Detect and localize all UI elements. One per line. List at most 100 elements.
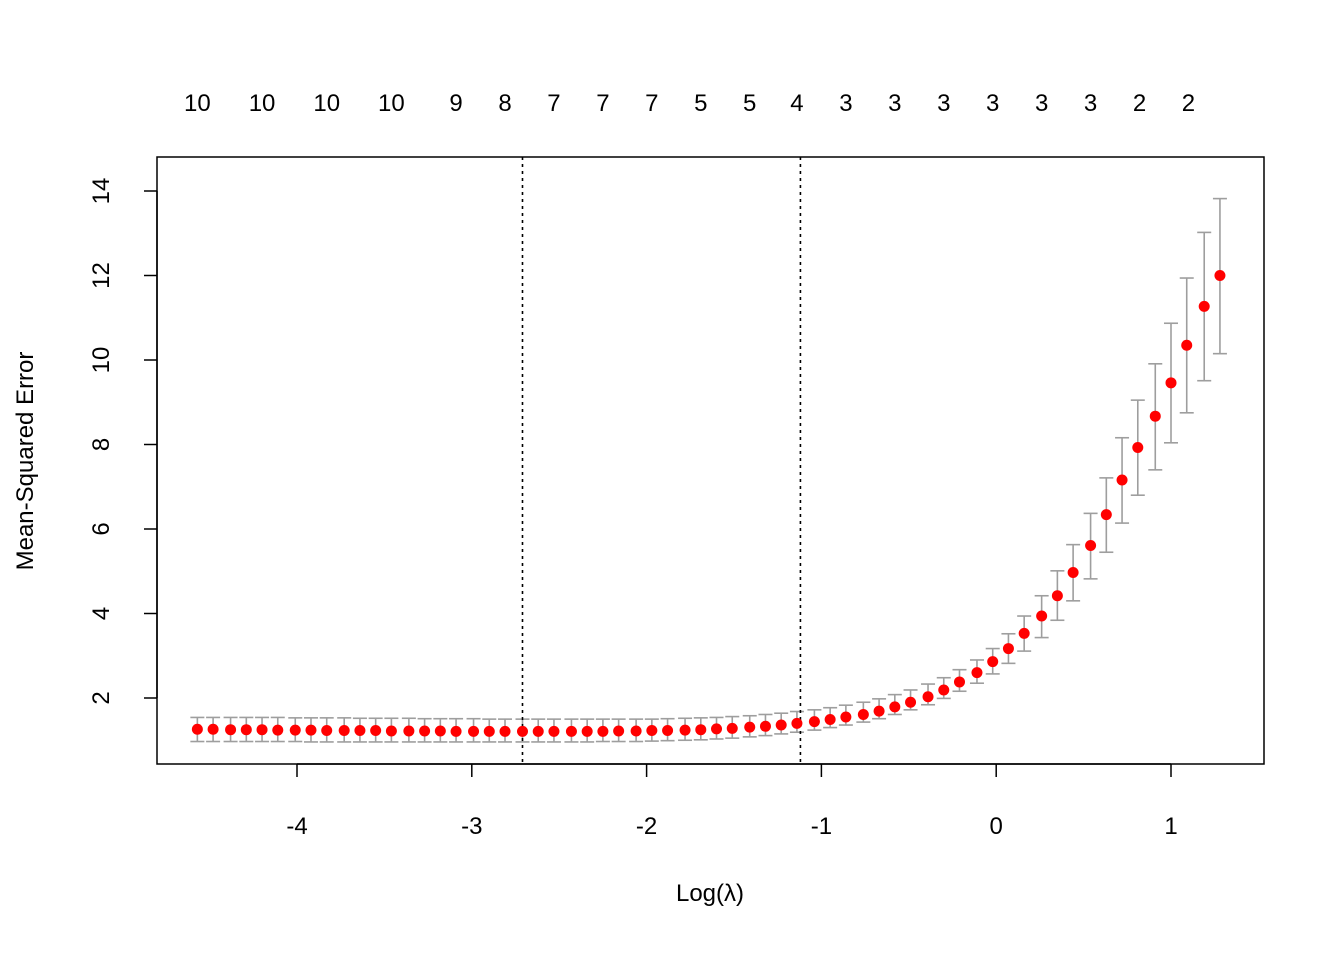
data-point (1036, 610, 1048, 622)
data-point (581, 725, 593, 737)
data-point (516, 725, 528, 737)
top-axis-label: 2 (1182, 90, 1195, 117)
top-axis-label: 7 (596, 90, 609, 117)
data-point (646, 725, 658, 737)
top-axis-label: 7 (645, 90, 658, 117)
data-point (679, 724, 691, 736)
top-axis-label: 4 (790, 90, 803, 117)
data-point (385, 725, 397, 737)
data-point (1181, 339, 1193, 351)
data-point (953, 676, 965, 688)
top-axis-label: 2 (1133, 90, 1146, 117)
data-point (613, 725, 625, 737)
data-point (711, 723, 723, 735)
data-point (305, 724, 317, 736)
y-tick-label: 8 (88, 438, 115, 451)
y-tick-label: 6 (88, 522, 115, 535)
data-point (403, 725, 415, 737)
top-axis-label: 5 (743, 90, 756, 117)
x-tick-label: -2 (636, 813, 657, 840)
data-point (1132, 441, 1144, 453)
data-point (483, 725, 495, 737)
data-point (744, 721, 756, 733)
data-point (938, 684, 950, 696)
top-axis-label: 3 (1035, 90, 1048, 117)
data-point (321, 725, 333, 737)
top-axis-label: 5 (694, 90, 707, 117)
data-point (791, 717, 803, 729)
y-tick-label: 2 (88, 691, 115, 704)
data-point (808, 716, 820, 728)
top-axis-label: 10 (184, 90, 211, 117)
data-point (532, 725, 544, 737)
x-axis: -4 -3 -2 -1 0 1 (286, 763, 1178, 840)
x-tick-label: -4 (286, 813, 307, 840)
data-point (889, 701, 901, 713)
data-point (419, 725, 431, 737)
data-point (775, 719, 787, 731)
y-tick-label: 4 (88, 607, 115, 620)
data-point (225, 724, 237, 736)
data-point (1002, 643, 1014, 655)
data-point (857, 708, 869, 720)
top-axis-labels: 10 10 10 10 9 8 7 7 7 5 5 4 3 3 3 3 3 3 2 2 (184, 90, 1195, 117)
data-point (1149, 410, 1161, 422)
data-point (1018, 627, 1030, 639)
x-tick-label: 0 (990, 813, 1003, 840)
data-point (240, 724, 252, 736)
top-axis-label: 7 (547, 90, 560, 117)
top-axis-label: 10 (249, 90, 276, 117)
top-axis-label: 10 (313, 90, 340, 117)
vlines (521, 157, 802, 764)
data-point (191, 723, 203, 735)
data-point (873, 705, 885, 717)
y-axis: 2 4 6 8 10 12 14 (88, 178, 158, 705)
errorbars (190, 197, 1227, 743)
points (191, 270, 1226, 737)
data-point (1100, 509, 1112, 521)
data-point (662, 725, 674, 737)
data-point (1116, 474, 1128, 486)
data-point (759, 720, 771, 732)
top-axis-label: 3 (839, 90, 852, 117)
data-point (726, 722, 738, 734)
top-axis-label: 10 (378, 90, 405, 117)
data-point (272, 724, 284, 736)
x-axis-title: Log(λ) (676, 880, 744, 907)
top-axis-label: 3 (937, 90, 950, 117)
data-point (905, 696, 917, 708)
y-tick-label: 12 (88, 262, 115, 289)
data-point (630, 725, 642, 737)
data-point (370, 725, 382, 737)
data-point (256, 724, 268, 736)
top-axis-label: 3 (1084, 90, 1097, 117)
top-axis-label: 3 (888, 90, 901, 117)
data-point (824, 714, 836, 726)
data-point (354, 725, 366, 737)
data-point (695, 724, 707, 736)
data-point (987, 656, 999, 668)
data-point (499, 725, 511, 737)
data-point (565, 725, 577, 737)
plot-box (156, 156, 1265, 765)
data-point (1165, 377, 1177, 389)
data-point (597, 725, 609, 737)
data-point (434, 725, 446, 737)
y-axis-title: Mean-Squared Error (12, 352, 39, 571)
x-tick-label: 1 (1164, 813, 1177, 840)
data-point (548, 725, 560, 737)
top-axis-label: 9 (449, 90, 462, 117)
data-point (207, 723, 219, 735)
y-tick-label: 14 (88, 178, 115, 205)
data-point (1214, 270, 1226, 281)
data-point (971, 667, 983, 679)
top-axis-label: 3 (986, 90, 999, 117)
data-point (338, 725, 350, 737)
data-point (1051, 590, 1063, 602)
data-point (922, 691, 934, 703)
data-point (1198, 300, 1210, 312)
data-point (450, 725, 462, 737)
top-axis-label: 8 (498, 90, 511, 117)
data-point (1067, 567, 1079, 579)
